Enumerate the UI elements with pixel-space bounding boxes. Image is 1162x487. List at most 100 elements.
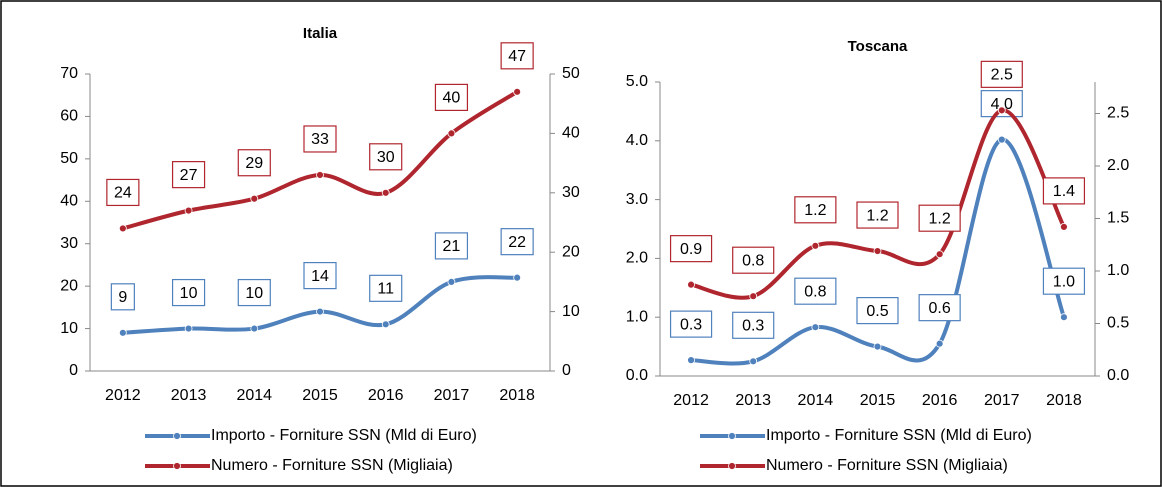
- data-label: 0.3: [742, 318, 764, 335]
- label-box: [918, 294, 961, 322]
- marker: [118, 224, 127, 233]
- data-label: 9: [118, 289, 127, 306]
- x-tick-label: 2016: [922, 392, 958, 409]
- label-box: [303, 262, 337, 290]
- chart-title: Toscana: [848, 38, 908, 55]
- label-box: [110, 283, 135, 311]
- marker: [381, 188, 390, 197]
- label-box: [237, 149, 271, 177]
- x-tick-label: 2018: [1046, 392, 1082, 409]
- x-tick-label: 2014: [236, 387, 272, 404]
- data-label: 33: [311, 131, 329, 148]
- data-label: 10: [245, 285, 263, 302]
- y-tick-label: 40: [60, 193, 78, 210]
- y2-tick-label: 2.0: [1107, 157, 1129, 174]
- marker: [1060, 222, 1068, 231]
- y-tick-label: 50: [60, 150, 78, 167]
- marker: [184, 206, 193, 215]
- y2-tick-label: 1.5: [1107, 210, 1129, 227]
- data-label: 0.3: [680, 316, 702, 333]
- marker: [749, 292, 758, 301]
- x-tick-label: 2018: [499, 387, 535, 404]
- y2-tick-label: 1.0: [1107, 262, 1129, 279]
- y2-tick-label: 50: [562, 65, 580, 82]
- y-tick-label: 2.0: [626, 250, 648, 267]
- marker: [1060, 313, 1068, 322]
- data-label: 30: [377, 149, 395, 166]
- legend-label: Importo - Forniture SSN (Mld di Euro): [766, 427, 1032, 444]
- y2-tick-label: 40: [562, 125, 580, 142]
- chart-title: Italia: [303, 25, 338, 42]
- legend-label: Importo - Forniture SSN (Mld di Euro): [211, 427, 477, 444]
- data-label: 10: [180, 285, 198, 302]
- x-tick-label: 2012: [673, 392, 709, 409]
- data-label: 4.0: [991, 96, 1013, 113]
- label-box: [794, 196, 837, 224]
- marker: [935, 339, 944, 348]
- y-tick-label: 20: [60, 277, 78, 294]
- legend-marker: [728, 462, 736, 470]
- label-box: [1042, 177, 1086, 205]
- data-label: 0.9: [680, 241, 702, 258]
- data-label: 40: [443, 90, 461, 107]
- data-label: 1.2: [804, 202, 826, 219]
- marker: [447, 277, 456, 286]
- y-tick-label: 70: [60, 65, 78, 82]
- label-box: [500, 228, 534, 256]
- y2-tick-label: 30: [562, 184, 580, 201]
- x-tick-label: 2013: [735, 392, 771, 409]
- marker: [447, 129, 456, 138]
- data-label: 21: [443, 238, 461, 255]
- marker: [997, 135, 1006, 144]
- legend-label: Numero - Forniture SSN (Migliaia): [766, 457, 1008, 474]
- legend-marker: [173, 462, 181, 470]
- line: [690, 108, 1066, 300]
- x-tick-label: 2015: [860, 392, 896, 409]
- label-box: [669, 310, 713, 338]
- legend-marker: [173, 432, 181, 440]
- marker: [184, 324, 193, 333]
- label-box: [303, 125, 337, 153]
- y-tick-label: 0: [69, 362, 78, 379]
- marker: [381, 320, 390, 329]
- data-label: 22: [508, 234, 526, 251]
- y-tick-label: 60: [60, 108, 78, 125]
- data-label: 1.2: [866, 207, 888, 224]
- y2-tick-label: 0.0: [1107, 367, 1129, 384]
- data-label: 24: [114, 185, 132, 202]
- marker: [316, 307, 324, 316]
- data-label: 14: [311, 268, 329, 285]
- marker: [873, 247, 882, 255]
- y-tick-label: 10: [60, 320, 78, 337]
- marker: [811, 323, 820, 332]
- label-box: [434, 232, 469, 260]
- label-box: [856, 201, 899, 229]
- label-box: [500, 42, 534, 70]
- y2-tick-label: 2.5: [1107, 105, 1129, 122]
- label-box: [171, 161, 206, 189]
- y-tick-label: 30: [60, 235, 78, 252]
- legend-label: Numero - Forniture SSN (Migliaia): [211, 457, 453, 474]
- label-box: [106, 178, 140, 207]
- data-label: 27: [180, 167, 198, 184]
- x-tick-label: 2015: [302, 387, 338, 404]
- data-label: 0.8: [742, 252, 764, 269]
- marker: [316, 171, 324, 179]
- x-tick-label: 2014: [798, 392, 834, 409]
- marker: [687, 280, 695, 289]
- label-box: [732, 246, 775, 274]
- x-tick-label: 2013: [171, 387, 207, 404]
- label-box: [369, 143, 403, 171]
- label-box: [369, 274, 403, 302]
- y-tick-label: 4.0: [626, 132, 648, 149]
- label-box: [980, 60, 1023, 88]
- x-tick-label: 2017: [434, 387, 470, 404]
- data-label: 0.6: [929, 300, 951, 317]
- label-box: [732, 311, 775, 339]
- data-label: 0.5: [866, 303, 888, 320]
- label-box: [171, 278, 206, 307]
- y-tick-label: 5.0: [626, 73, 648, 90]
- label-box: [237, 278, 271, 307]
- marker: [250, 324, 259, 333]
